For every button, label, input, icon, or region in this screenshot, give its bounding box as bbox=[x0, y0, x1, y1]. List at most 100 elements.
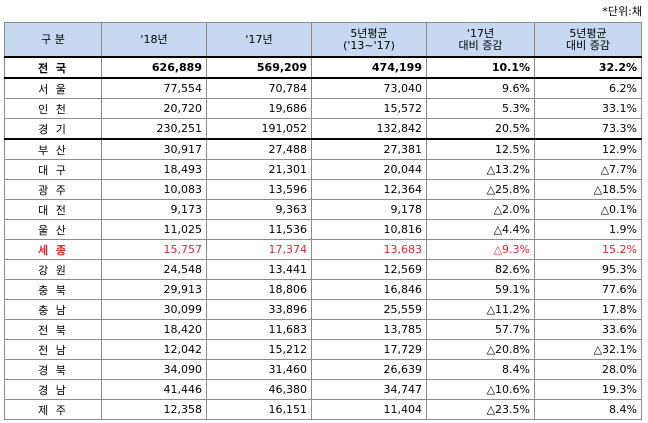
value-2017-cell: 21,301 bbox=[206, 159, 312, 180]
header-line1: '17년 bbox=[245, 32, 273, 46]
value-2018-cell: 29,913 bbox=[101, 279, 207, 300]
change-vs-2017-cell: 9.6% bbox=[426, 77, 535, 99]
value-2018-cell: 30,099 bbox=[101, 299, 207, 320]
region-cell: 강 원 bbox=[4, 259, 102, 280]
value-2017-cell: 13,441 bbox=[206, 259, 312, 280]
value-5yr-avg-cell: 13,785 bbox=[311, 319, 427, 340]
table-row: 전 남 12,042 15,212 17,729 △20.8% △32.1% bbox=[4, 339, 642, 360]
value-2017-cell: 11,683 bbox=[206, 319, 312, 340]
value-2018-cell: 18,420 bbox=[101, 319, 207, 340]
table-body: 전 국 626,889 569,209 474,199 10.1% 32.2% 서 울 77,… bbox=[4, 56, 642, 420]
change-vs-2017-cell: △11.2% bbox=[426, 299, 535, 320]
value-5yr-avg-cell: 17,729 bbox=[311, 339, 427, 360]
region-cell: 충 남 bbox=[4, 299, 102, 320]
change-vs-5yr-avg-cell: 33.6% bbox=[534, 319, 642, 340]
table-row: 경 기 230,251 191,052 132,842 20.5% 73.3% bbox=[4, 118, 642, 140]
change-vs-2017-cell: 20.5% bbox=[426, 118, 535, 140]
region-cell: 서 울 bbox=[4, 77, 102, 99]
change-vs-2017-cell: 59.1% bbox=[426, 279, 535, 300]
value-2017-cell: 18,806 bbox=[206, 279, 312, 300]
table-row: 부 산 30,917 27,488 27,381 12.5% 12.9% bbox=[4, 138, 642, 160]
region-cell: 경 북 bbox=[4, 359, 102, 380]
change-vs-2017-cell: △25.8% bbox=[426, 179, 535, 200]
header-vs-2017: '17년 대비 증감 bbox=[426, 22, 535, 58]
change-vs-2017-cell: 82.6% bbox=[426, 259, 535, 280]
change-vs-2017-cell: 10.1% bbox=[426, 56, 535, 79]
change-vs-5yr-avg-cell: △0.1% bbox=[534, 199, 642, 220]
value-5yr-avg-cell: 132,842 bbox=[311, 118, 427, 140]
value-2018-cell: 230,251 bbox=[101, 118, 207, 140]
change-vs-5yr-avg-cell: △32.1% bbox=[534, 339, 642, 360]
table-row: 인 천 20,720 19,686 15,572 5.3% 33.1% bbox=[4, 98, 642, 119]
region-cell: 제 주 bbox=[4, 399, 102, 420]
value-5yr-avg-cell: 34,747 bbox=[311, 379, 427, 400]
value-2018-cell: 11,025 bbox=[101, 219, 207, 240]
header-line1: '17년 bbox=[466, 26, 495, 40]
change-vs-2017-cell: △10.6% bbox=[426, 379, 535, 400]
change-vs-5yr-avg-cell: △7.7% bbox=[534, 159, 642, 180]
value-2018-cell: 18,493 bbox=[101, 159, 207, 180]
table-row: 울 산 11,025 11,536 10,816 △4.4% 1.9% bbox=[4, 219, 642, 240]
table-row: 서 울 77,554 70,784 73,040 9.6% 6.2% bbox=[4, 77, 642, 99]
region-cell: 인 천 bbox=[4, 98, 102, 119]
change-vs-2017-cell: △4.4% bbox=[426, 219, 535, 240]
value-2017-cell: 70,784 bbox=[206, 77, 312, 99]
value-5yr-avg-cell: 26,639 bbox=[311, 359, 427, 380]
header-2017: '17년 bbox=[206, 22, 312, 58]
table-row: 대 전 9,173 9,363 9,178 △2.0% △0.1% bbox=[4, 199, 642, 220]
value-2017-cell: 16,151 bbox=[206, 399, 312, 420]
value-2017-cell: 46,380 bbox=[206, 379, 312, 400]
region-cell: 경 기 bbox=[4, 118, 102, 140]
value-2017-cell: 9,363 bbox=[206, 199, 312, 220]
value-2018-cell: 12,042 bbox=[101, 339, 207, 360]
change-vs-5yr-avg-cell: 1.9% bbox=[534, 219, 642, 240]
table-row: 대 구 18,493 21,301 20,044 △13.2% △7.7% bbox=[4, 159, 642, 180]
change-vs-2017-cell: 8.4% bbox=[426, 359, 535, 380]
value-2017-cell: 31,460 bbox=[206, 359, 312, 380]
change-vs-5yr-avg-cell: 73.3% bbox=[534, 118, 642, 140]
value-2018-cell: 15,757 bbox=[101, 239, 207, 260]
region-cell: 충 북 bbox=[4, 279, 102, 300]
table-row: 강 원 24,548 13,441 12,569 82.6% 95.3% bbox=[4, 259, 642, 280]
change-vs-5yr-avg-cell: △18.5% bbox=[534, 179, 642, 200]
change-vs-2017-cell: △2.0% bbox=[426, 199, 535, 220]
change-vs-5yr-avg-cell: 77.6% bbox=[534, 279, 642, 300]
value-2017-cell: 569,209 bbox=[206, 56, 312, 79]
value-2018-cell: 20,720 bbox=[101, 98, 207, 119]
table-row: 전 북 18,420 11,683 13,785 57.7% 33.6% bbox=[4, 319, 642, 340]
value-2018-cell: 30,917 bbox=[101, 138, 207, 160]
value-2017-cell: 17,374 bbox=[206, 239, 312, 260]
change-vs-5yr-avg-cell: 95.3% bbox=[534, 259, 642, 280]
region-cell: 세 종 bbox=[4, 239, 102, 260]
header-line1: 5년평균 bbox=[569, 26, 607, 40]
change-vs-2017-cell: △9.3% bbox=[426, 239, 535, 260]
value-2018-cell: 41,446 bbox=[101, 379, 207, 400]
header-line2: ('13~'17) bbox=[343, 38, 395, 52]
header-line2: 대비 증감 bbox=[458, 38, 503, 52]
header-vs-5yr-avg: 5년평균 대비 증감 bbox=[534, 22, 642, 58]
header-line1: 5년평균 bbox=[350, 26, 388, 40]
region-cell: 전 북 bbox=[4, 319, 102, 340]
header-2018: '18년 bbox=[101, 22, 207, 58]
table-row: 경 남 41,446 46,380 34,747 △10.6% 19.3% bbox=[4, 379, 642, 400]
table-row: 세 종 15,757 17,374 13,683 △9.3% 15.2% bbox=[4, 239, 642, 260]
value-2017-cell: 19,686 bbox=[206, 98, 312, 119]
value-2018-cell: 12,358 bbox=[101, 399, 207, 420]
change-vs-2017-cell: △20.8% bbox=[426, 339, 535, 360]
change-vs-2017-cell: △13.2% bbox=[426, 159, 535, 180]
header-region: 구 분 bbox=[4, 22, 102, 58]
change-vs-5yr-avg-cell: 33.1% bbox=[534, 98, 642, 119]
header-line1: 구 분 bbox=[41, 32, 65, 46]
value-2017-cell: 15,212 bbox=[206, 339, 312, 360]
value-2017-cell: 13,596 bbox=[206, 179, 312, 200]
value-2018-cell: 34,090 bbox=[101, 359, 207, 380]
value-5yr-avg-cell: 11,404 bbox=[311, 399, 427, 420]
change-vs-5yr-avg-cell: 28.0% bbox=[534, 359, 642, 380]
region-cell: 전 남 bbox=[4, 339, 102, 360]
value-2017-cell: 191,052 bbox=[206, 118, 312, 140]
value-2018-cell: 10,083 bbox=[101, 179, 207, 200]
change-vs-2017-cell: 12.5% bbox=[426, 138, 535, 160]
region-cell: 전 국 bbox=[4, 56, 102, 79]
change-vs-5yr-avg-cell: 19.3% bbox=[534, 379, 642, 400]
value-5yr-avg-cell: 16,846 bbox=[311, 279, 427, 300]
